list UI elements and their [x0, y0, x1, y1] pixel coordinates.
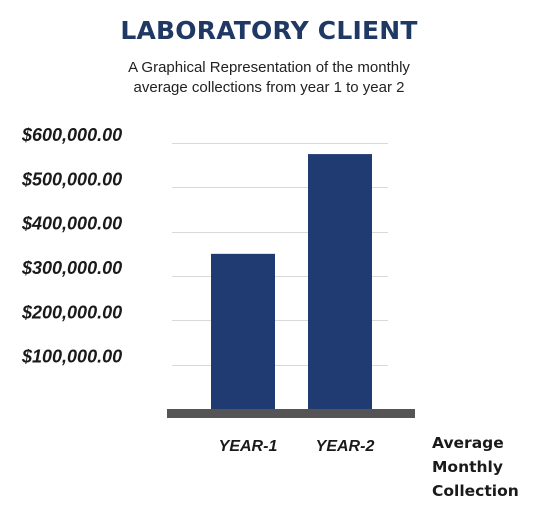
x-tick-label: YEAR-2	[316, 438, 375, 455]
x-axis-label-line-1: Average	[432, 434, 504, 452]
y-tick-label: $400,000.00	[21, 214, 122, 234]
y-tick-label: $300,000.00	[21, 258, 122, 278]
chart-subtitle-line-1: A Graphical Representation of the monthl…	[128, 59, 410, 76]
bar-year-1	[211, 253, 275, 409]
x-tick-label: YEAR-1	[219, 438, 278, 455]
y-axis-tick-labels: $100,000.00 $200,000.00 $300,000.00 $400,00…	[21, 125, 122, 367]
y-tick-label: $500,000.00	[21, 169, 122, 189]
chart-subtitle-line-2: average collections from year 1 to year …	[133, 79, 405, 96]
x-axis-label-line-3: Collection	[432, 482, 519, 500]
chart-title: LABORATORY CLIENT	[120, 16, 418, 45]
x-axis-baseline	[167, 409, 415, 418]
x-axis-tick-labels: YEAR-1 YEAR-2	[219, 438, 375, 455]
x-axis-label-line-2: Monthly	[432, 458, 503, 476]
y-tick-label: $200,000.00	[21, 302, 122, 322]
bars	[211, 154, 372, 409]
y-tick-label: $100,000.00	[21, 347, 122, 367]
x-axis-label: Average Monthly Collection	[432, 431, 532, 503]
chart-subtitle: A Graphical Representation of the monthl…	[0, 58, 538, 98]
y-tick-label: $600,000.00	[21, 125, 122, 145]
bar-year-2	[308, 154, 372, 409]
